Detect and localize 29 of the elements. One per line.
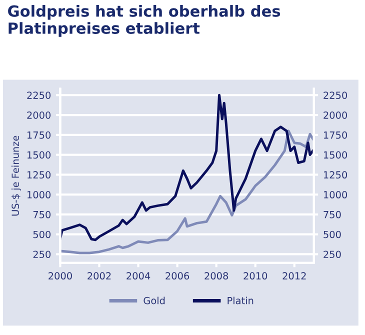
chart-title: Goldpreis hat sich oberhalb des Platinpreises etabliert <box>8 5 280 37</box>
y-tick-label: 1250 <box>28 171 51 179</box>
y2-tick-label: 500 <box>324 230 341 238</box>
x-tick-label: 2012 <box>282 272 306 280</box>
x-tick-label: 2006 <box>166 272 190 280</box>
y-tick-label: 1750 <box>28 131 51 139</box>
legend-label: Gold <box>144 296 165 304</box>
y2-tick-label: 250 <box>324 250 341 258</box>
y2-tick-label: 750 <box>324 210 341 218</box>
y2-tick-label: 1000 <box>324 191 348 198</box>
x-tick-label: 2004 <box>126 272 150 280</box>
legend-label: Platin <box>228 296 254 304</box>
y-tick-label: 1500 <box>28 151 51 159</box>
y-tick-label: 500 <box>33 230 51 238</box>
x-tick-label: 2010 <box>244 272 268 280</box>
y-tick-label: 250 <box>33 250 51 258</box>
y-tick-label: 2250 <box>27 92 51 99</box>
y-tick-label: 2000 <box>27 112 51 119</box>
y-tick-label: 1000 <box>28 191 51 198</box>
y2-tick-label: 1750 <box>324 131 348 139</box>
x-tick-label: 2000 <box>48 272 72 280</box>
y-axis-title: US-$ je Feinunze <box>11 136 21 216</box>
y2-tick-label: 1250 <box>324 171 348 179</box>
y2-tick-label: 2000 <box>324 112 348 119</box>
y2-tick-label: 1500 <box>324 151 348 159</box>
y-tick-label: 750 <box>33 210 51 218</box>
y2-tick-label: 2250 <box>324 92 348 99</box>
x-tick-label: 2002 <box>88 272 111 280</box>
x-tick-label: 2008 <box>204 272 228 280</box>
